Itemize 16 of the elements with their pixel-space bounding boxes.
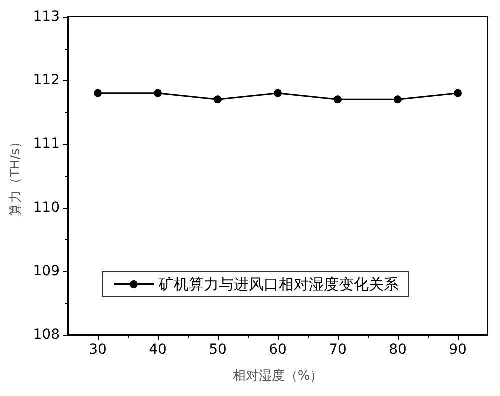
x-tick-label: 30 <box>89 342 107 358</box>
x-tick-label: 40 <box>149 342 167 358</box>
x-tick-label: 60 <box>269 342 287 358</box>
y-tick-label: 113 <box>33 9 60 25</box>
x-tick-label: 90 <box>449 342 467 358</box>
x-tick-label: 70 <box>329 342 347 358</box>
legend-label: 矿机算力与进风口相对湿度变化关系 <box>158 276 399 294</box>
y-tick-label: 112 <box>33 72 60 89</box>
y-tick-label: 110 <box>33 200 60 216</box>
y-tick-label: 108 <box>33 327 60 343</box>
x-axis-title: 相对湿度（%） <box>232 368 324 384</box>
y-tick-label: 111 <box>33 136 60 152</box>
y-axis-title: 算力（TH/s） <box>8 136 24 216</box>
x-tick-label: 80 <box>389 342 407 358</box>
x-tick-label: 50 <box>209 342 227 358</box>
y-tick-label: 109 <box>33 263 60 280</box>
